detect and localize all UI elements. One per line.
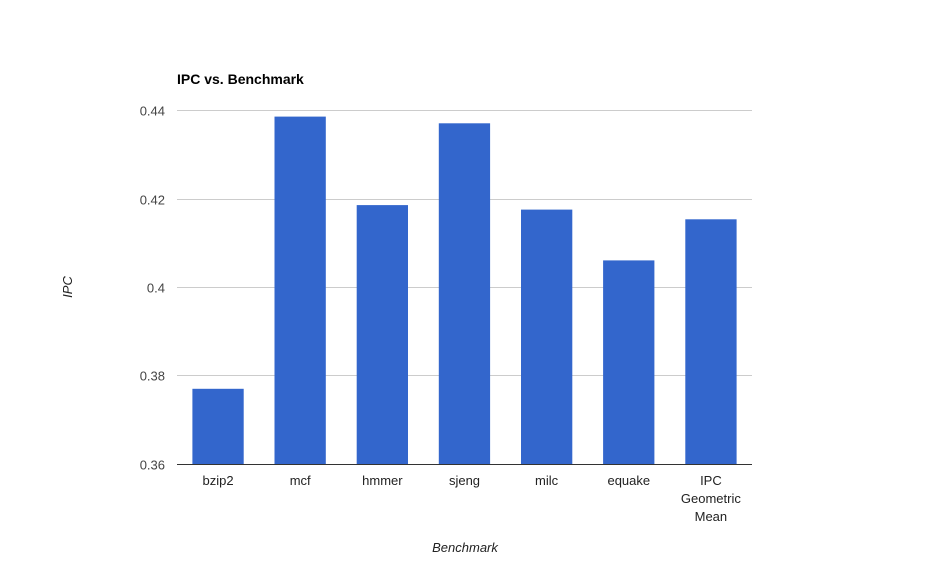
y-tick-label: 0.4	[147, 281, 165, 296]
y-axis-ticks: 0.36 0.38 0.4 0.42 0.44	[140, 104, 165, 473]
x-axis-categories: bzip2 mcf hmmer sjeng milc equake IPC Geometric…	[203, 473, 742, 524]
x-tick-label: IPC Geometric Mean	[681, 473, 741, 524]
x-tick-label: sjeng	[449, 473, 480, 488]
y-tick-label: 0.44	[140, 104, 165, 119]
x-tick-label: bzip2	[203, 473, 234, 488]
y-tick-label: 0.36	[140, 458, 165, 473]
bar	[685, 219, 737, 464]
chart-title: IPC vs. Benchmark	[177, 71, 304, 87]
bars	[192, 116, 737, 465]
x-tick-label: hmmer	[362, 473, 403, 488]
y-tick-label: 0.38	[140, 369, 165, 384]
bar	[521, 209, 573, 464]
bar	[192, 388, 244, 464]
bar	[603, 260, 655, 464]
bar	[438, 123, 491, 465]
x-axis-title: Benchmark	[432, 540, 499, 555]
y-tick-label: 0.42	[140, 193, 165, 208]
bar	[356, 205, 408, 464]
bar	[274, 116, 326, 464]
y-axis-title: IPC	[60, 276, 75, 298]
x-tick-label: milc	[535, 473, 559, 488]
x-tick-label: mcf	[290, 473, 311, 488]
x-tick-label: equake	[607, 473, 650, 488]
